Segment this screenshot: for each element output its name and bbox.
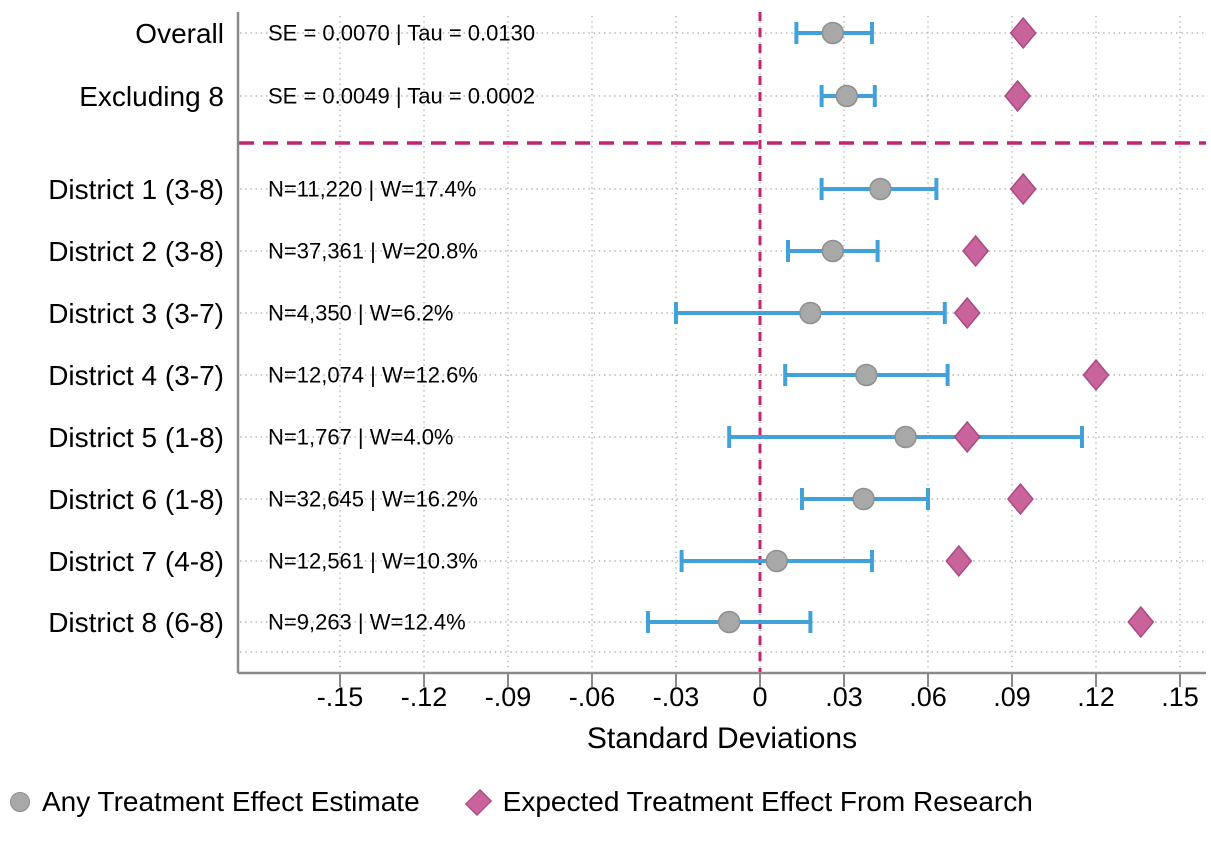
row-label: District 8 (6-8) bbox=[48, 607, 224, 638]
row-label: District 5 (1-8) bbox=[48, 422, 224, 453]
expected-effect-diamond bbox=[1009, 16, 1037, 50]
estimate-point bbox=[717, 610, 741, 634]
x-tick-label: .15 bbox=[1161, 682, 1199, 712]
expected-effect-diamond bbox=[1009, 172, 1037, 206]
x-tick-label: -.15 bbox=[317, 682, 364, 712]
gray-circle-icon bbox=[10, 792, 30, 812]
x-tick-label: .09 bbox=[993, 682, 1031, 712]
forest-plot-svg: -.15 -.12 -.09 -.06 -.03 0 .03 .06 .09 .12 .15 Stan… bbox=[48, 12, 1206, 755]
expected-effect-diamond bbox=[945, 544, 973, 578]
row-annotation: N=12,561 | W=10.3% bbox=[268, 549, 478, 574]
row-annotation: N=37,361 | W=20.8% bbox=[268, 239, 478, 264]
pink-diamond-icon bbox=[464, 788, 492, 816]
row-annotation: N=9,263 | W=12.4% bbox=[268, 610, 466, 635]
legend-label-expected: Expected Treatment Effect From Research bbox=[502, 786, 1033, 817]
estimate-point bbox=[894, 425, 917, 449]
expected-effect-diamond bbox=[1004, 79, 1032, 113]
x-tick-label: 0 bbox=[752, 682, 767, 712]
row-label: District 2 (3-8) bbox=[48, 236, 224, 267]
estimate-point bbox=[821, 239, 845, 263]
estimate-point bbox=[855, 363, 878, 387]
row-label: District 7 (4-8) bbox=[48, 546, 224, 577]
row-annotation: SE = 0.0070 | Tau = 0.0130 bbox=[268, 21, 535, 46]
estimate-point bbox=[765, 549, 789, 573]
row-label: District 4 (3-7) bbox=[48, 360, 224, 391]
x-tick-label: -.06 bbox=[569, 682, 616, 712]
row-annotation: SE = 0.0049 | Tau = 0.0002 bbox=[268, 84, 535, 109]
expected-effect-diamond bbox=[953, 296, 981, 330]
legend-item-expected: Expected Treatment Effect From Research bbox=[464, 786, 1033, 818]
estimate-point bbox=[869, 177, 892, 201]
plot-legend: Any Treatment Effect Estimate Expected T… bbox=[0, 768, 1211, 818]
row-annotation: N=11,220 | W=17.4% bbox=[268, 177, 476, 202]
row-label: District 3 (3-7) bbox=[48, 298, 224, 329]
x-axis-title: Standard Deviations bbox=[587, 722, 857, 755]
row-annotation: N=12,074 | W=12.6% bbox=[268, 363, 478, 388]
estimate-point bbox=[799, 301, 822, 325]
estimate-point bbox=[852, 487, 875, 511]
row-label: District 1 (3-8) bbox=[48, 174, 224, 205]
legend-item-estimate: Any Treatment Effect Estimate bbox=[10, 786, 420, 818]
x-tick-label: .03 bbox=[825, 682, 863, 712]
x-tick-label: -.12 bbox=[401, 682, 448, 712]
expected-effect-diamond bbox=[953, 420, 981, 454]
row-annotation: N=1,767 | W=4.0% bbox=[268, 425, 454, 450]
row-label: District 6 (1-8) bbox=[48, 484, 224, 515]
expected-effect-diamond bbox=[1006, 482, 1034, 516]
estimate-point bbox=[835, 84, 859, 108]
row-annotation: N=32,645 | W=16.2% bbox=[268, 487, 478, 512]
x-tick-label: .06 bbox=[909, 682, 947, 712]
estimate-point bbox=[821, 21, 845, 45]
row-label: Overall bbox=[135, 18, 224, 49]
row-label: Excluding 8 bbox=[79, 81, 224, 112]
x-tick-label: .12 bbox=[1077, 682, 1115, 712]
legend-label-estimate: Any Treatment Effect Estimate bbox=[42, 786, 420, 817]
expected-effect-diamond bbox=[1127, 605, 1155, 639]
x-tick-label: -.09 bbox=[485, 682, 532, 712]
expected-effect-diamond bbox=[1082, 358, 1110, 392]
row-annotation: N=4,350 | W=6.2% bbox=[268, 301, 454, 326]
x-tick-label: -.03 bbox=[653, 682, 700, 712]
expected-effect-diamond bbox=[962, 234, 990, 268]
